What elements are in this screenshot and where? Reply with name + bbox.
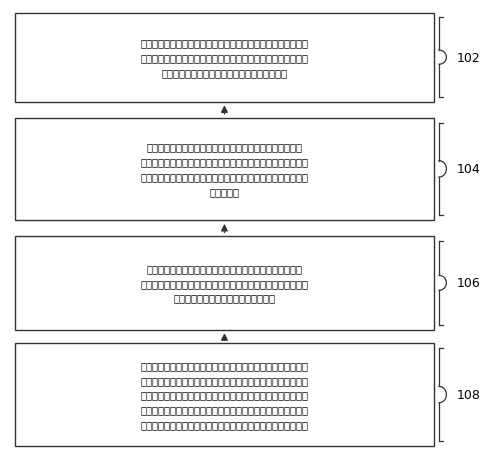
FancyBboxPatch shape bbox=[15, 237, 434, 330]
Text: 在所述检测集合中查询所述待预测低维嵌入数据的多个邻居数据
；根据所述邻居数据的样本性能向量，得到基检测器序列正确检
测所述一维时间序列的概率；根据所述基检测器序: 在所述检测集合中查询所述待预测低维嵌入数据的多个邻居数据 ；根据所述邻居数据的样… bbox=[140, 360, 309, 429]
Text: 从一维时间序列中提取样本点；针对每一个所述样本点，通过滑
动窗口提取所述样本点的样本上下文信息；采用编码器对所述样
本上下文信息进行降维，得到样本低维嵌入数据: 从一维时间序列中提取样本点；针对每一个所述样本点，通过滑 动窗口提取所述样本点的… bbox=[140, 38, 309, 78]
Text: 104: 104 bbox=[456, 163, 480, 176]
Text: 将样本点的所述样本上下文信息和所述标签值输入基检测器
序列，根据基检测器序列的输出结果，得到样本性能向量；根据
所述样本低维嵌入数据和所述样本性能向量的一一对应: 将样本点的所述样本上下文信息和所述标签值输入基检测器 序列，根据基检测器序列的输… bbox=[140, 142, 309, 197]
Text: 102: 102 bbox=[456, 51, 480, 65]
FancyBboxPatch shape bbox=[15, 344, 434, 446]
FancyBboxPatch shape bbox=[15, 118, 434, 221]
Text: 108: 108 bbox=[456, 388, 480, 401]
FancyBboxPatch shape bbox=[15, 14, 434, 102]
Text: 106: 106 bbox=[456, 277, 480, 290]
Text: 从一维时间序列中提取待预测点，通过滑动窗口提取所述待
预测点的待预测上下文信息；采用编码器对所述待预测上下文信
息进行降维，得到待预测低维嵌入数据: 从一维时间序列中提取待预测点，通过滑动窗口提取所述待 预测点的待预测上下文信息；… bbox=[140, 263, 309, 303]
